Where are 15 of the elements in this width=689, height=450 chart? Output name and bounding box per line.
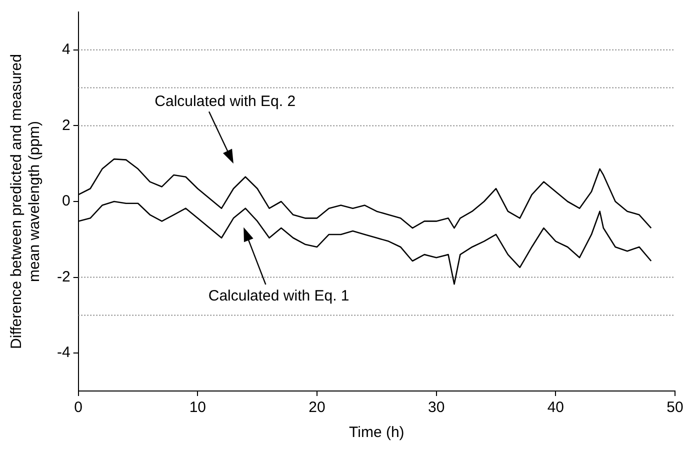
x-tick-label: 40 (547, 399, 564, 416)
annotation: Calculated with Eq. 2 (154, 92, 296, 110)
y-tick-label: 2 (62, 116, 70, 134)
y-tick-label: 0 (62, 192, 70, 210)
x-tick-label: 10 (189, 399, 206, 416)
annotation: Calculated with Eq. 1 (208, 287, 350, 304)
y-tick-label: -4 (56, 344, 70, 362)
y-tick-label: -2 (56, 268, 70, 286)
x-tick-label: 50 (666, 399, 684, 416)
x-tick-label: 30 (428, 399, 445, 416)
y-tick-label: 4 (62, 41, 70, 58)
x-tick-label: 20 (308, 399, 326, 416)
y-axis-title: Difference between predicted and measured mean wavelength (ppm) (8, 54, 44, 349)
x-axis-title: Time (h) (349, 424, 404, 442)
x-tick-label: 0 (74, 399, 83, 416)
